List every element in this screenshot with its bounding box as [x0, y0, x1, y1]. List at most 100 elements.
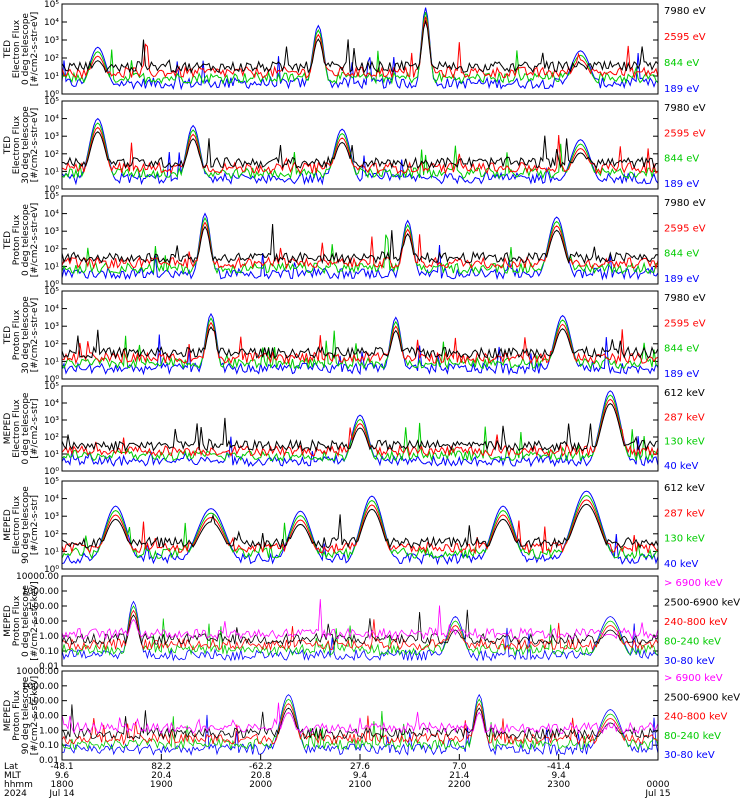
y-tick-label: 1.00 — [39, 726, 59, 736]
y-tick-label: 0.01 — [39, 756, 59, 766]
y-tick-label: 10³ — [44, 132, 59, 142]
legend-entry: 189 eV — [664, 274, 699, 285]
series-line — [61, 503, 659, 550]
y-tick-label: 10.00 — [33, 712, 59, 722]
series-line — [61, 122, 659, 180]
series-line — [61, 605, 659, 657]
series-line — [61, 221, 659, 270]
legend-entry: 2595 eV — [664, 32, 706, 43]
series-line — [61, 212, 659, 281]
y-tick-label: 10⁰ — [44, 185, 59, 195]
y-tick-label: 10² — [44, 54, 59, 64]
y-axis-label: Proton Flux — [12, 214, 22, 265]
legend-entry: 240-800 keV — [664, 712, 728, 723]
x-row-label: MLT — [4, 771, 22, 781]
legend-entry: 844 eV — [664, 249, 699, 260]
y-tick-label: 10⁰ — [44, 90, 59, 100]
series-line — [61, 216, 659, 275]
x-tick-label: 1800 — [51, 780, 74, 790]
y-axis-label: [#/cm2-s-str-keV] — [30, 676, 40, 755]
legend-entry: 844 eV — [664, 154, 699, 165]
y-axis-label: Proton Flux — [12, 595, 22, 646]
y-tick-label: 10³ — [44, 322, 59, 332]
y-tick-label: 10² — [44, 433, 59, 443]
y-tick-label: 10000.00 — [16, 667, 59, 677]
x-tick-label: 2300 — [547, 780, 570, 790]
y-tick-label: 10⁰ — [44, 280, 59, 290]
x-tick-label: 20.8 — [251, 771, 271, 781]
y-tick-label: 10² — [44, 150, 59, 160]
y-tick-label: 10⁵ — [44, 97, 59, 107]
legend-entry: 287 keV — [664, 508, 705, 519]
y-axis-label: TED — [3, 40, 13, 59]
y-axis-label: Proton Flux — [12, 309, 22, 360]
y-tick-label: 10⁰ — [44, 565, 59, 575]
panel-3: 10⁰ 10¹ 10² 10³ 10⁴ 10⁵ TED Proton Flux 0 deg te… — [3, 192, 706, 290]
y-tick-label: 10³ — [44, 416, 59, 426]
y-axis-label: 0 deg telescope — [21, 392, 31, 464]
x-tick-label: 20.4 — [151, 771, 171, 781]
panel-7: 10000.00 1000.00 100.00 10.00 1.00 0.10 0.01 ME… — [3, 572, 740, 672]
panel-frame — [61, 195, 659, 285]
x-row-label: hhmm — [4, 780, 33, 790]
y-tick-label: 10³ — [44, 512, 59, 522]
y-axis-label: [#/cm2-s-str] — [30, 398, 40, 458]
y-axis-label: 30 deg telescope — [21, 106, 31, 184]
legend-entry: 240-800 keV — [664, 617, 728, 628]
y-tick-label: 10³ — [44, 227, 59, 237]
y-axis-label: MEPED — [3, 413, 13, 445]
legend-entry: 40 keV — [664, 461, 698, 472]
y-tick-label: 10⁵ — [44, 477, 59, 487]
x-tick-label: -41.4 — [547, 762, 571, 772]
y-tick-label: 10000.00 — [16, 572, 59, 582]
series-line — [61, 698, 659, 751]
series-line — [61, 609, 659, 646]
y-axis-label: MEPED — [3, 509, 13, 541]
y-tick-label: 10² — [44, 245, 59, 255]
series-line — [61, 499, 659, 555]
x-tick-label: -48.1 — [50, 762, 73, 772]
series-line — [61, 321, 659, 365]
y-tick-label: 1000.00 — [22, 682, 59, 692]
legend-entry: 844 eV — [664, 58, 699, 69]
legend-entry: 287 keV — [664, 412, 705, 423]
x-tick-label: 27.6 — [350, 762, 370, 772]
y-axis-label: 90 deg telescope — [21, 486, 31, 564]
y-axis-label: 30 deg telescope — [21, 296, 31, 374]
y-axis-label: 0 deg telescope — [21, 204, 31, 276]
y-tick-label: 10¹ — [44, 262, 59, 272]
legend-entry: 7980 eV — [664, 103, 706, 114]
y-axis-label: Electron Flux — [12, 115, 22, 174]
series-line — [61, 131, 659, 170]
y-tick-label: 10⁴ — [44, 399, 59, 409]
x-row-label: 2024 — [4, 789, 27, 799]
y-tick-label: 10⁴ — [44, 115, 59, 125]
y-axis-label: Electron Flux — [12, 19, 22, 78]
legend-entry: 7980 eV — [664, 293, 706, 304]
panel-6: 10⁰ 10¹ 10² 10³ 10⁴ 10⁵ MEPED Electron Flux 90 d… — [3, 477, 705, 575]
x-tick-label: 2000 — [249, 780, 272, 790]
panel-frame — [61, 575, 659, 667]
legend-entry: 80-240 keV — [664, 731, 721, 742]
legend-entry: 80-240 keV — [664, 637, 721, 648]
legend-entry: 612 keV — [664, 388, 705, 399]
x-row-label: Lat — [4, 762, 19, 772]
y-axis-label: Proton Flux — [12, 690, 22, 741]
series-line — [61, 702, 659, 746]
y-tick-label: 10.00 — [33, 617, 59, 627]
y-tick-label: 10² — [44, 340, 59, 350]
y-tick-label: 0.10 — [39, 647, 59, 657]
y-tick-label: 1.00 — [39, 632, 59, 642]
legend-entry: 844 eV — [664, 344, 699, 355]
y-axis-label: Electron Flux — [12, 495, 22, 554]
y-tick-label: 100.00 — [28, 602, 60, 612]
y-axis-label: TED — [3, 231, 13, 250]
legend-entry: > 6900 keV — [664, 673, 723, 684]
panel-4: 10⁰ 10¹ 10² 10³ 10⁴ 10⁵ TED Proton Flux 30 deg t… — [3, 287, 706, 385]
x-tick-label: 21.4 — [449, 771, 469, 781]
y-tick-label: 10³ — [44, 36, 59, 46]
x-tick-label: 2100 — [349, 780, 372, 790]
y-axis-label: [#/cm2-s-str-eV] — [30, 108, 40, 183]
x-tick-label: 7.0 — [452, 762, 467, 772]
